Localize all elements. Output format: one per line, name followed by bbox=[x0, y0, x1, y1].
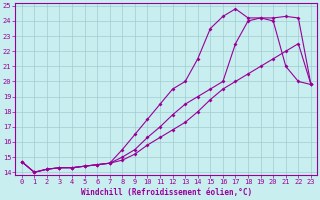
X-axis label: Windchill (Refroidissement éolien,°C): Windchill (Refroidissement éolien,°C) bbox=[81, 188, 252, 197]
